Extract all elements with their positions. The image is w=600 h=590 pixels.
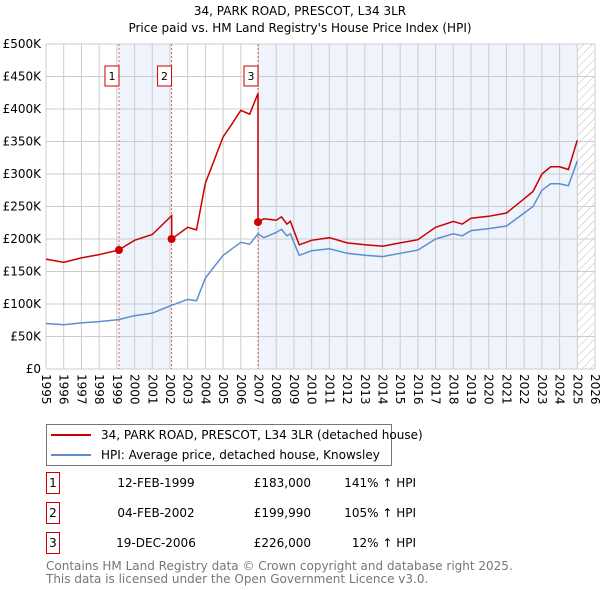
x-tick-label: 2002: [163, 374, 177, 405]
y-tick-label: £400K: [3, 102, 43, 116]
x-tick-label: 2021: [499, 374, 513, 405]
x-tick-label: 2026: [588, 374, 600, 405]
sale-row: 3 19-DEC-2006 £226,000 12% ↑ HPI: [46, 532, 416, 554]
footer-copyright: Contains HM Land Registry data © Crown c…: [46, 559, 513, 573]
x-tick-label: 1997: [74, 374, 88, 405]
sale-marker: 1: [46, 472, 60, 494]
x-tick-label: 2005: [216, 374, 230, 405]
y-tick-label: £300K: [3, 167, 43, 181]
price-chart: 34, PARK ROAD, PRESCOT, L34 3LR Price pai…: [3, 4, 600, 405]
x-tick-label: 2003: [181, 374, 195, 405]
sale-point: [114, 246, 123, 255]
legend-label: HPI: Average price, detached house, Know…: [101, 448, 380, 462]
x-tick-label: 1995: [39, 374, 53, 405]
sale-marker: 2: [46, 502, 60, 524]
x-tick-label: 2004: [198, 374, 212, 405]
legend-swatch-red: [51, 434, 91, 436]
x-tick-label: 2001: [145, 374, 159, 405]
hpi-line: [45, 160, 579, 326]
sale-number-box: [104, 65, 120, 87]
chart-title: 34, PARK ROAD, PRESCOT, L34 3LR: [194, 4, 406, 18]
y-tick-label: £0: [26, 362, 41, 376]
sale-date: 19-DEC-2006: [116, 536, 196, 550]
sale-marker: 3: [46, 532, 60, 554]
footer-licence: This data is licensed under the Open Gov…: [46, 572, 429, 586]
x-tick-label: 1999: [110, 374, 124, 405]
x-tick-label: 1998: [92, 374, 106, 405]
x-tick-label: 2020: [482, 374, 496, 405]
chart-subtitle: Price paid vs. HM Land Registry's House …: [128, 21, 471, 35]
y-tick-label: £150K: [3, 265, 43, 279]
sale-date: 12-FEB-1999: [117, 476, 195, 490]
legend-item-hpi: HPI: Average price, detached house, Know…: [51, 445, 380, 465]
x-tick-label: 2015: [393, 374, 407, 405]
x-tick-label: 1996: [57, 374, 71, 405]
x-tick-label: 2014: [375, 374, 389, 405]
sale-number-box: [157, 65, 173, 87]
sale-point: [253, 218, 262, 227]
legend-item-property: 34, PARK ROAD, PRESCOT, L34 3LR (detache…: [51, 425, 423, 445]
x-tick-label: 2012: [340, 374, 354, 405]
sale-hpi-change: 141% ↑ HPI: [344, 476, 416, 490]
sale-date: 04-FEB-2002: [117, 506, 195, 520]
x-tick-label: 2000: [128, 374, 142, 405]
y-tick-label: £500K: [3, 37, 43, 51]
x-tick-label: 2018: [446, 374, 460, 405]
x-tick-label: 2022: [517, 374, 531, 405]
x-tick-label: 2025: [570, 374, 584, 405]
x-tick-label: 2024: [553, 374, 567, 405]
y-tick-label: £250K: [3, 200, 43, 214]
sale-hpi-change: 105% ↑ HPI: [344, 506, 416, 520]
sale-number-label: 2: [161, 70, 168, 83]
sale-number-label: 1: [108, 70, 115, 83]
x-tick-label: 2019: [464, 374, 478, 405]
property-price-line: [45, 93, 579, 264]
x-tick-label: 2017: [429, 374, 443, 405]
sale-row: 1 12-FEB-1999 £183,000 141% ↑ HPI: [46, 472, 416, 494]
sale-row: 2 04-FEB-2002 £199,990 105% ↑ HPI: [46, 502, 416, 524]
x-tick-label: 2011: [322, 374, 336, 405]
sale-price: £183,000: [253, 476, 311, 490]
x-tick-label: 2016: [411, 374, 425, 405]
x-tick-label: 2007: [252, 374, 266, 405]
sale-number-box: [243, 65, 259, 87]
y-tick-label: £50K: [10, 330, 42, 344]
y-tick-label: £100K: [3, 297, 43, 311]
sale-price: £226,000: [253, 536, 311, 550]
x-tick-label: 2006: [234, 374, 248, 405]
x-tick-label: 2023: [535, 374, 549, 405]
x-tick-label: 2008: [269, 374, 283, 405]
y-tick-label: £350K: [3, 135, 43, 149]
y-tick-label: £450K: [3, 70, 43, 84]
x-tick-label: 2009: [287, 374, 301, 405]
sale-number-label: 3: [247, 70, 254, 83]
legend-swatch-blue: [51, 454, 91, 456]
sale-price: £199,990: [253, 506, 311, 520]
x-tick-label: 2010: [305, 374, 319, 405]
x-tick-label: 2013: [358, 374, 372, 405]
footer: Contains HM Land Registry data © Crown c…: [46, 560, 513, 586]
legend: 34, PARK ROAD, PRESCOT, L34 3LR (detache…: [46, 424, 423, 466]
sale-point: [167, 235, 176, 244]
y-tick-label: £200K: [3, 232, 43, 246]
legend-label: 34, PARK ROAD, PRESCOT, L34 3LR (detache…: [101, 428, 423, 442]
sale-hpi-change: 12% ↑ HPI: [351, 536, 416, 550]
